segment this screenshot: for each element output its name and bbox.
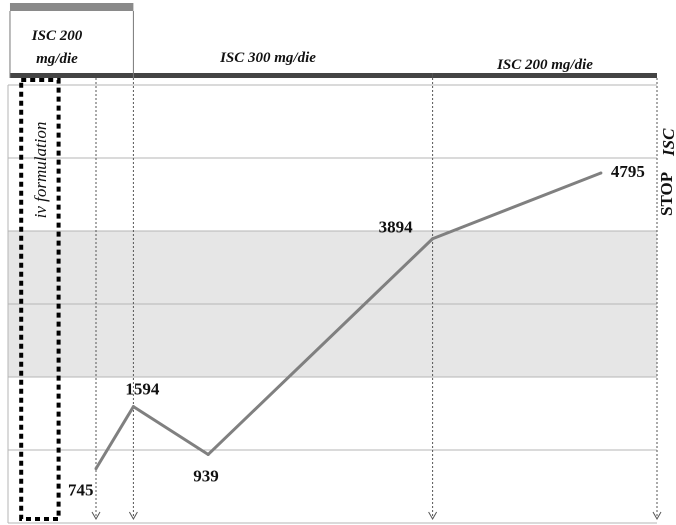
data-point-1: [94, 467, 98, 471]
data-point-4: [431, 237, 435, 241]
data-point-3: [206, 452, 210, 456]
data-label-745: 745: [68, 481, 94, 500]
phase-bar-3: [432, 73, 657, 78]
stop-label-stop: STOP: [657, 172, 676, 216]
phase-label-1-line-1: ISC 200: [31, 28, 83, 44]
stop-isc-label: STOP ISC: [657, 128, 676, 216]
phase-labels: ISC 200 mg/die ISC 300 mg/die ISC 200 mg…: [31, 28, 593, 73]
phase-label-3: ISC 200 mg/die: [496, 57, 593, 73]
data-point-5: [599, 171, 603, 175]
data-label-4795: 4795: [611, 162, 645, 181]
data-label-3894: 3894: [379, 218, 414, 237]
event-arrow-head-2: [128, 511, 138, 521]
data-label-939: 939: [193, 466, 219, 485]
phase-bar-2: [96, 73, 433, 78]
phase-label-2: ISC 300 mg/die: [219, 50, 316, 66]
iv-treatment-bar: [9, 3, 134, 11]
event-arrow-head-4: [652, 511, 662, 521]
series-line: [94, 171, 603, 471]
data-point-2: [131, 405, 135, 409]
event-arrows: [91, 78, 662, 521]
stop-label-isc: ISC: [659, 128, 676, 157]
event-arrow-head-1: [91, 511, 101, 521]
data-label-1594: 1594: [125, 380, 159, 399]
gridlines: [7, 84, 657, 524]
data-labels: 745 1594 939 3894 4795: [68, 162, 645, 500]
phase-bar-1: [9, 73, 97, 78]
iv-formulation-box: iv formulation: [19, 78, 61, 521]
iv-formulation-dotted-box: [19, 78, 61, 521]
phase-bars: [9, 3, 657, 78]
phase-label-1-line-2: mg/die: [36, 51, 78, 67]
iv-formulation-label: iv formulation: [31, 122, 50, 219]
event-arrow-head-3: [428, 511, 438, 521]
